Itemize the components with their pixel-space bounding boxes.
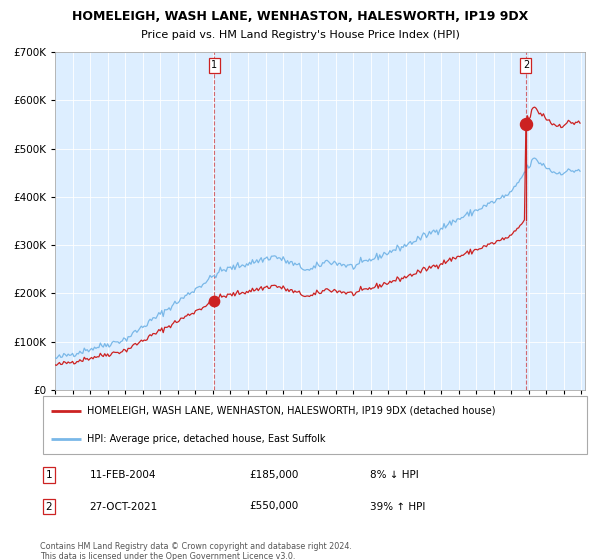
Text: 11-FEB-2004: 11-FEB-2004 bbox=[89, 470, 156, 480]
Text: £550,000: £550,000 bbox=[249, 502, 298, 511]
Text: 1: 1 bbox=[46, 470, 52, 480]
Text: 1: 1 bbox=[211, 60, 217, 71]
Point bbox=[521, 120, 531, 129]
Text: HPI: Average price, detached house, East Suffolk: HPI: Average price, detached house, East… bbox=[87, 434, 325, 444]
Text: 8% ↓ HPI: 8% ↓ HPI bbox=[370, 470, 419, 480]
FancyBboxPatch shape bbox=[43, 395, 587, 455]
Text: Contains HM Land Registry data © Crown copyright and database right 2024.
This d: Contains HM Land Registry data © Crown c… bbox=[40, 542, 352, 560]
Text: HOMELEIGH, WASH LANE, WENHASTON, HALESWORTH, IP19 9DX (detached house): HOMELEIGH, WASH LANE, WENHASTON, HALESWO… bbox=[87, 406, 495, 416]
Text: HOMELEIGH, WASH LANE, WENHASTON, HALESWORTH, IP19 9DX: HOMELEIGH, WASH LANE, WENHASTON, HALESWO… bbox=[72, 10, 528, 22]
Text: £185,000: £185,000 bbox=[249, 470, 298, 480]
Text: 39% ↑ HPI: 39% ↑ HPI bbox=[370, 502, 425, 511]
Text: 2: 2 bbox=[523, 60, 529, 71]
Text: 27-OCT-2021: 27-OCT-2021 bbox=[89, 502, 158, 511]
Text: Price paid vs. HM Land Registry's House Price Index (HPI): Price paid vs. HM Land Registry's House … bbox=[140, 30, 460, 40]
Text: 2: 2 bbox=[46, 502, 52, 511]
Point bbox=[209, 296, 219, 305]
